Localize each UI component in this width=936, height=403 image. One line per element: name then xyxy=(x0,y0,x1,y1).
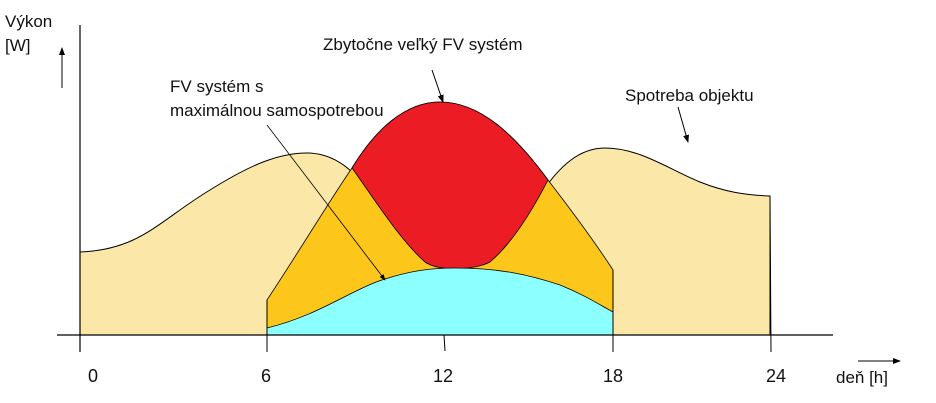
consumption-label: Spotreba objektu xyxy=(625,86,754,105)
x-axis-label: deň [h] xyxy=(836,368,888,387)
tick-24 xyxy=(769,195,772,353)
optimal-pv-label-line1: FV systém s xyxy=(170,77,264,96)
y-axis-label: Výkon xyxy=(5,12,53,31)
tick-12 xyxy=(443,334,446,352)
oversized-pv-label: Zbytočne veľký FV systém xyxy=(323,35,523,54)
y-axis-unit: [W] xyxy=(5,36,31,55)
x-tick-label: 12 xyxy=(432,366,454,386)
x-tick-label: 0 xyxy=(87,366,99,386)
x-tick-label: 24 xyxy=(765,366,787,386)
x-tick-label: 6 xyxy=(260,366,272,386)
optimal-pv-arrow xyxy=(266,124,386,281)
surplus-area xyxy=(351,101,549,270)
optimal-pv-label-line2: maximálnou samospotrebou xyxy=(170,101,384,120)
optimal-pv-area xyxy=(266,267,614,336)
x-tick-label: 18 xyxy=(602,366,624,386)
consumption-arrow xyxy=(677,106,689,143)
oversized-pv-arrow xyxy=(431,69,444,103)
